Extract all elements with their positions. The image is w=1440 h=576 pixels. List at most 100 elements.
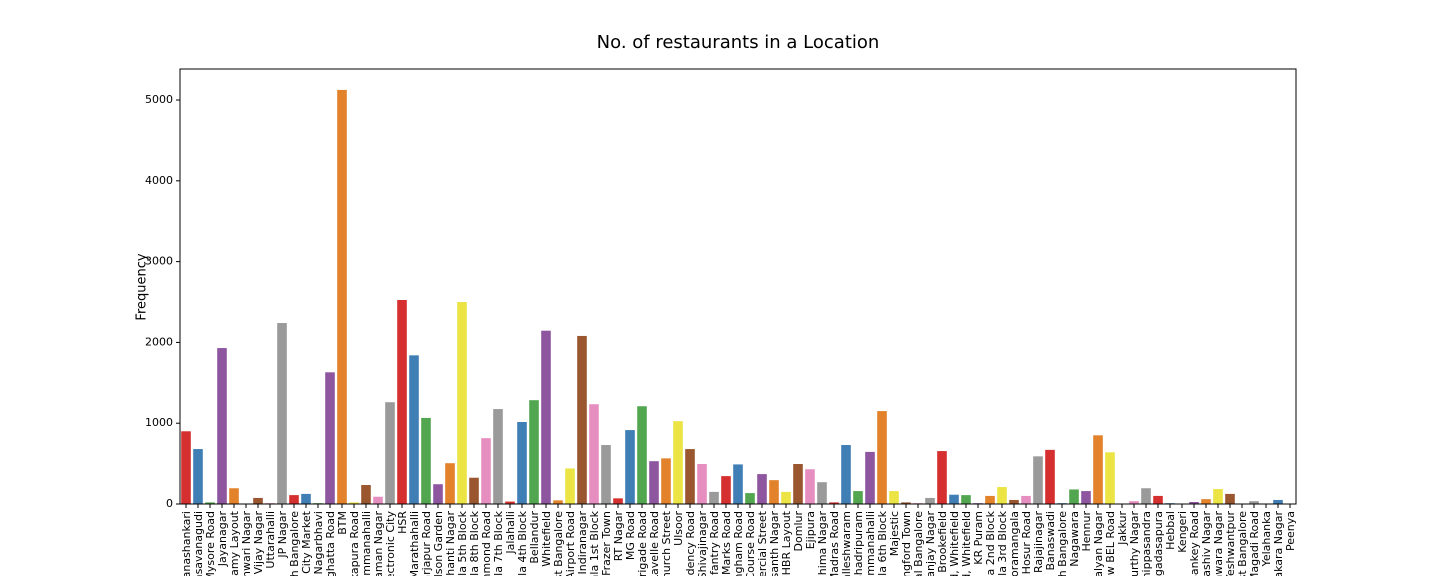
x-tick-label: Malleshwaram <box>840 511 853 576</box>
bar <box>817 482 827 504</box>
bar <box>625 430 635 504</box>
x-tick-label: Basavanagudi <box>192 511 205 576</box>
x-tick-label: Kanakapura Road <box>348 511 361 576</box>
bar <box>877 411 887 504</box>
x-tick-label: Sarjapur Road <box>420 511 433 576</box>
x-tick-label: Kaggadasapura <box>1152 511 1165 576</box>
bar <box>1141 488 1151 504</box>
bar <box>217 348 227 504</box>
bar <box>421 417 431 504</box>
bar <box>637 406 647 504</box>
x-tick-label: St. Marks Road <box>720 511 733 576</box>
bar <box>505 501 515 504</box>
bar <box>601 445 611 504</box>
bar <box>1069 489 1079 504</box>
x-tick-label: Sankey Road <box>1188 511 1201 576</box>
x-tick-label: Old Airport Road <box>564 511 577 576</box>
x-tick-label: Langford Town <box>900 511 913 576</box>
x-tick-label: Cunningham Road <box>732 511 745 576</box>
x-tick-label: Central Bangalore <box>912 511 925 576</box>
x-tick-label: Lavelle Road <box>648 511 661 576</box>
bar <box>325 372 335 504</box>
bar <box>937 451 947 504</box>
x-tick-label: Koramangala 5th Block <box>456 510 469 576</box>
bar <box>229 488 239 504</box>
x-tick-label: New BEL Road <box>1104 511 1117 576</box>
bar <box>1189 501 1199 504</box>
x-tick-label: HBR Layout <box>780 510 793 575</box>
bar <box>997 487 1007 504</box>
bar <box>829 502 839 504</box>
bar <box>565 468 575 504</box>
x-tick-label: Rammurthy Nagar <box>1128 511 1141 576</box>
bar <box>541 330 551 504</box>
x-tick-label: Yelahanka <box>1260 511 1273 567</box>
bar <box>709 491 719 504</box>
x-tick-label: Nagawara <box>1068 511 1081 567</box>
x-tick-label: Nagarbhavi <box>312 511 325 574</box>
x-tick-label: Wilson Garden <box>432 511 445 576</box>
x-tick-label: Varthur Main Road, Whitefield <box>960 511 973 576</box>
bar <box>1249 501 1259 504</box>
x-tick-label: Electronic City <box>384 511 397 576</box>
bar <box>277 323 287 504</box>
x-tick-label: Race Course Road <box>744 511 757 576</box>
bar <box>361 485 371 504</box>
x-tick-label: Sadashiv Nagar <box>1200 511 1213 576</box>
bar <box>1201 499 1211 504</box>
bar <box>1033 456 1043 504</box>
x-tick-label: Bannerghatta Road <box>324 511 337 576</box>
x-tick-label: Frazer Town <box>600 511 613 576</box>
x-tick-label: Indiranagar <box>576 511 589 575</box>
y-tick-label: 3000 <box>145 255 173 268</box>
x-tick-label: South Bangalore <box>288 511 301 576</box>
bar <box>433 484 443 504</box>
bar <box>1225 493 1235 504</box>
plot-frame <box>179 68 1297 505</box>
x-tick-label: Vasanth Nagar <box>768 511 781 576</box>
bar <box>589 404 599 504</box>
bar <box>397 299 407 504</box>
x-tick-label: BTM <box>336 511 349 535</box>
bar <box>889 491 899 504</box>
x-tick-label: Thippasandra <box>1140 511 1153 576</box>
x-tick-label: Residency Road <box>684 511 697 576</box>
x-tick-label: City Market <box>300 510 313 574</box>
bar <box>673 421 683 504</box>
x-tick-label: Commercial Street <box>756 510 769 576</box>
bar <box>865 451 875 504</box>
bar <box>205 502 215 504</box>
bar <box>577 335 587 504</box>
x-tick-label: Hennur <box>1080 511 1093 552</box>
x-tick-label: Shanti Nagar <box>444 511 457 576</box>
bar <box>757 474 767 504</box>
bar <box>901 502 911 504</box>
x-tick-label: East Bangalore <box>552 511 565 576</box>
x-tick-label: Koramangala 8th Block <box>468 510 481 576</box>
bar <box>517 421 527 504</box>
x-tick-label: Kammanahalli <box>864 511 877 576</box>
x-tick-label: ITPL Main Road, Whitefield <box>948 511 961 576</box>
bar <box>1153 495 1163 504</box>
bar <box>457 302 467 504</box>
bar <box>1129 501 1139 504</box>
x-tick-label: Marathahalli <box>408 511 421 576</box>
bar <box>493 409 503 504</box>
bar <box>1213 489 1223 504</box>
x-tick-label: Koramangala 2nd Block <box>984 510 997 576</box>
x-tick-label: MG Road <box>624 511 637 560</box>
bar <box>349 502 359 504</box>
x-tick-label: RT Nagar <box>612 511 625 562</box>
x-tick-label: Koramangala 1st Block <box>588 510 601 576</box>
bar <box>745 493 755 504</box>
bar <box>685 449 695 504</box>
x-tick-label: Vijay Nagar <box>252 511 265 575</box>
x-tick-label: Koramangala 6th Block <box>876 510 889 576</box>
x-tick-label: Yeshwantpur <box>1224 511 1237 576</box>
y-tick-label: 0 <box>166 497 173 510</box>
y-tick-label: 4000 <box>145 174 173 187</box>
bar <box>1105 452 1115 504</box>
x-tick-label: HSR <box>396 511 409 534</box>
bar <box>733 464 743 504</box>
bar <box>649 461 659 504</box>
